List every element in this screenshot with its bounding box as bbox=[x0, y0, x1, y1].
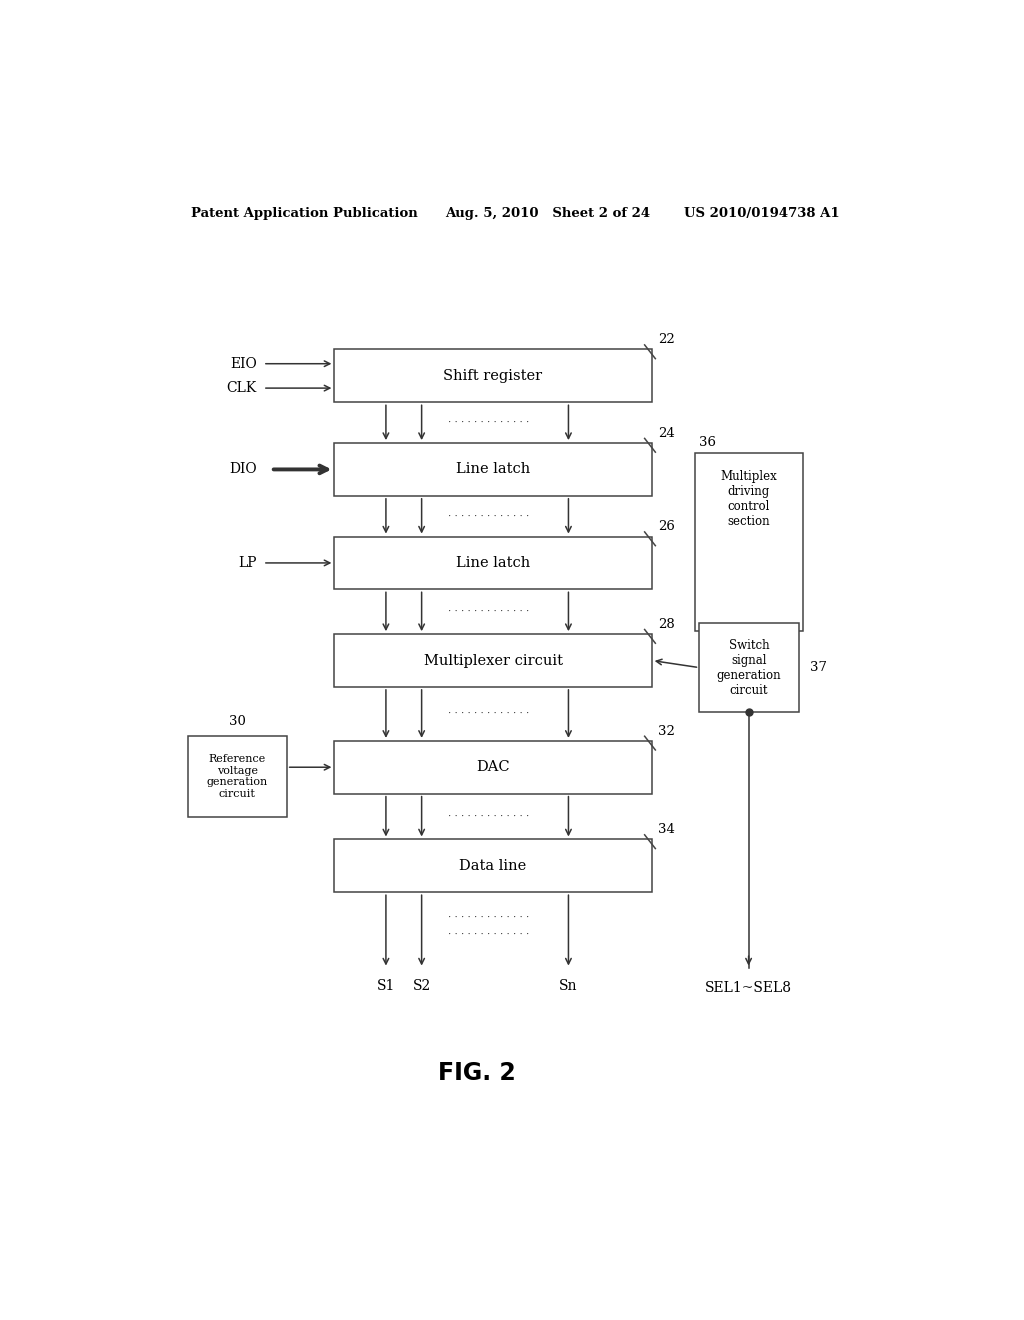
Bar bbox=[187, 735, 287, 817]
Text: LP: LP bbox=[238, 556, 257, 570]
Text: DIO: DIO bbox=[229, 462, 257, 477]
Text: · · · · · · · · · · · · ·: · · · · · · · · · · · · · bbox=[449, 931, 529, 940]
Text: SEL1~SEL8: SEL1~SEL8 bbox=[706, 981, 793, 995]
Bar bbox=[695, 453, 803, 631]
Bar bbox=[334, 444, 652, 496]
Text: 30: 30 bbox=[228, 714, 246, 727]
Text: Data line: Data line bbox=[460, 859, 526, 873]
Text: Switch
signal
generation
circuit: Switch signal generation circuit bbox=[717, 639, 781, 697]
Text: 34: 34 bbox=[658, 824, 675, 837]
Text: S1: S1 bbox=[377, 978, 395, 993]
Text: 32: 32 bbox=[658, 725, 675, 738]
Text: US 2010/0194738 A1: US 2010/0194738 A1 bbox=[684, 207, 839, 220]
Text: 26: 26 bbox=[658, 520, 675, 533]
Text: Line latch: Line latch bbox=[456, 462, 530, 477]
Text: Aug. 5, 2010   Sheet 2 of 24: Aug. 5, 2010 Sheet 2 of 24 bbox=[445, 207, 650, 220]
Text: FIG. 2: FIG. 2 bbox=[438, 1061, 516, 1085]
Text: Line latch: Line latch bbox=[456, 556, 530, 570]
Bar bbox=[334, 741, 652, 793]
Text: Multiplex
driving
control
section: Multiplex driving control section bbox=[721, 470, 777, 528]
Text: · · · · · · · · · · · · ·: · · · · · · · · · · · · · bbox=[449, 709, 529, 718]
Text: · · · · · · · · · · · · ·: · · · · · · · · · · · · · bbox=[449, 512, 529, 520]
Text: 22: 22 bbox=[658, 334, 675, 346]
Text: S2: S2 bbox=[413, 978, 431, 993]
Bar bbox=[699, 623, 799, 713]
Text: Reference
voltage
generation
circuit: Reference voltage generation circuit bbox=[207, 754, 267, 799]
Text: · · · · · · · · · · · · ·: · · · · · · · · · · · · · bbox=[449, 418, 529, 428]
Bar bbox=[334, 350, 652, 403]
Text: Shift register: Shift register bbox=[443, 368, 543, 383]
Text: 24: 24 bbox=[658, 426, 675, 440]
Text: Multiplexer circuit: Multiplexer circuit bbox=[424, 653, 562, 668]
Text: 36: 36 bbox=[699, 436, 717, 449]
Text: EIO: EIO bbox=[229, 356, 257, 371]
Bar bbox=[334, 840, 652, 892]
Text: · · · · · · · · · · · · ·: · · · · · · · · · · · · · bbox=[449, 607, 529, 616]
Text: CLK: CLK bbox=[226, 381, 257, 395]
Text: Sn: Sn bbox=[559, 978, 578, 993]
Bar bbox=[334, 634, 652, 686]
Bar bbox=[334, 536, 652, 589]
Text: · · · · · · · · · · · · ·: · · · · · · · · · · · · · bbox=[449, 913, 529, 923]
Text: 37: 37 bbox=[811, 661, 827, 675]
Text: DAC: DAC bbox=[476, 760, 510, 775]
Text: Patent Application Publication: Patent Application Publication bbox=[191, 207, 418, 220]
Text: 28: 28 bbox=[658, 618, 675, 631]
Text: · · · · · · · · · · · · ·: · · · · · · · · · · · · · bbox=[449, 812, 529, 821]
